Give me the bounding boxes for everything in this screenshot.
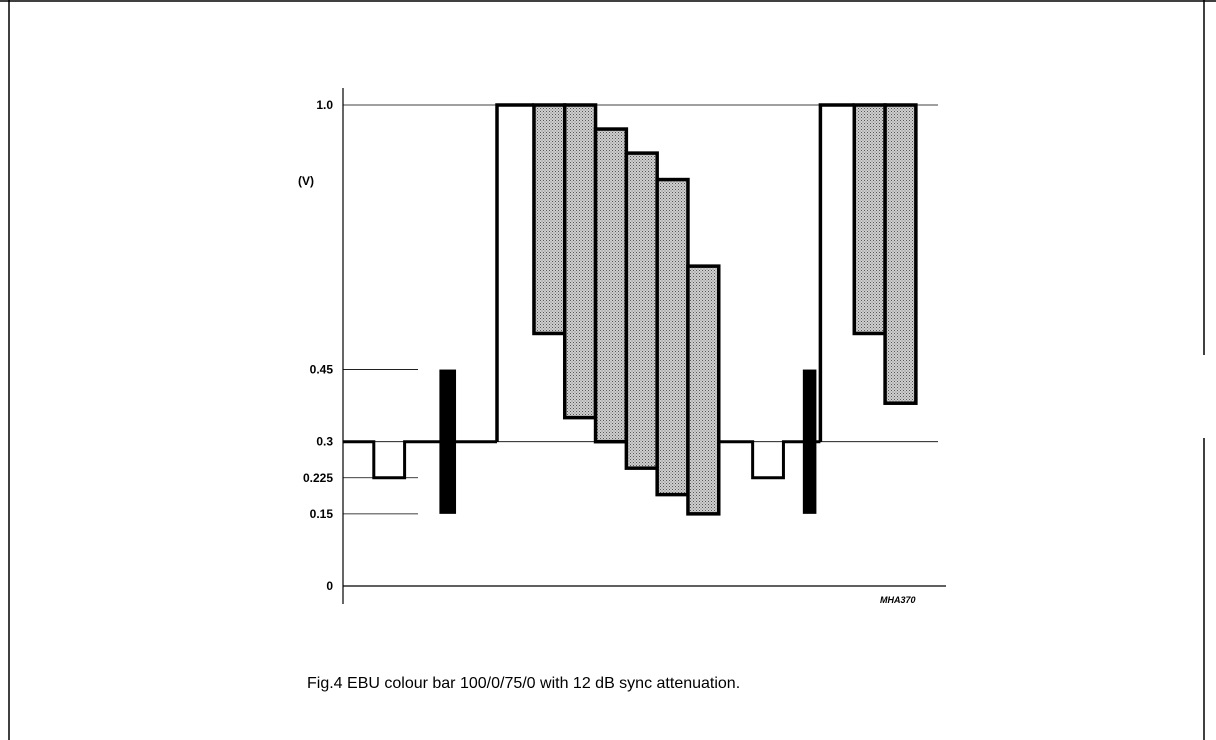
line2-colour-burst xyxy=(802,369,817,514)
line1-bar-red xyxy=(655,177,690,497)
y-tick-label-3: 0.225 xyxy=(303,471,333,485)
line2-blanking-waveform xyxy=(718,440,821,480)
line2-bar-white xyxy=(818,103,855,442)
figure-caption: Fig.4 EBU colour bar 100/0/75/0 with 12 … xyxy=(307,675,740,692)
line2-bar-cyan xyxy=(883,103,918,405)
line1-bar-yellow xyxy=(532,103,567,336)
y-tick-label-4: 0.15 xyxy=(310,507,334,521)
y-tick-label-2: 0.3 xyxy=(316,435,333,449)
line2-bar-yellow xyxy=(852,103,887,336)
y-tick-label-5: 0 xyxy=(326,579,333,593)
figure-code: MHA370 xyxy=(880,595,916,605)
y-tick-label-1: 0.45 xyxy=(310,363,334,377)
line1-bar-blue xyxy=(686,264,721,516)
line1-bar-magenta xyxy=(624,151,659,470)
line1-bar-white xyxy=(495,103,534,442)
y-tick-label-0: 1.0 xyxy=(316,98,333,112)
y-axis-unit: (V) xyxy=(298,174,314,188)
line1-blanking-waveform xyxy=(343,440,497,480)
line1-colour-burst xyxy=(439,369,457,514)
line1-bar-cyan xyxy=(563,103,598,420)
line1-bar-green xyxy=(593,127,629,444)
